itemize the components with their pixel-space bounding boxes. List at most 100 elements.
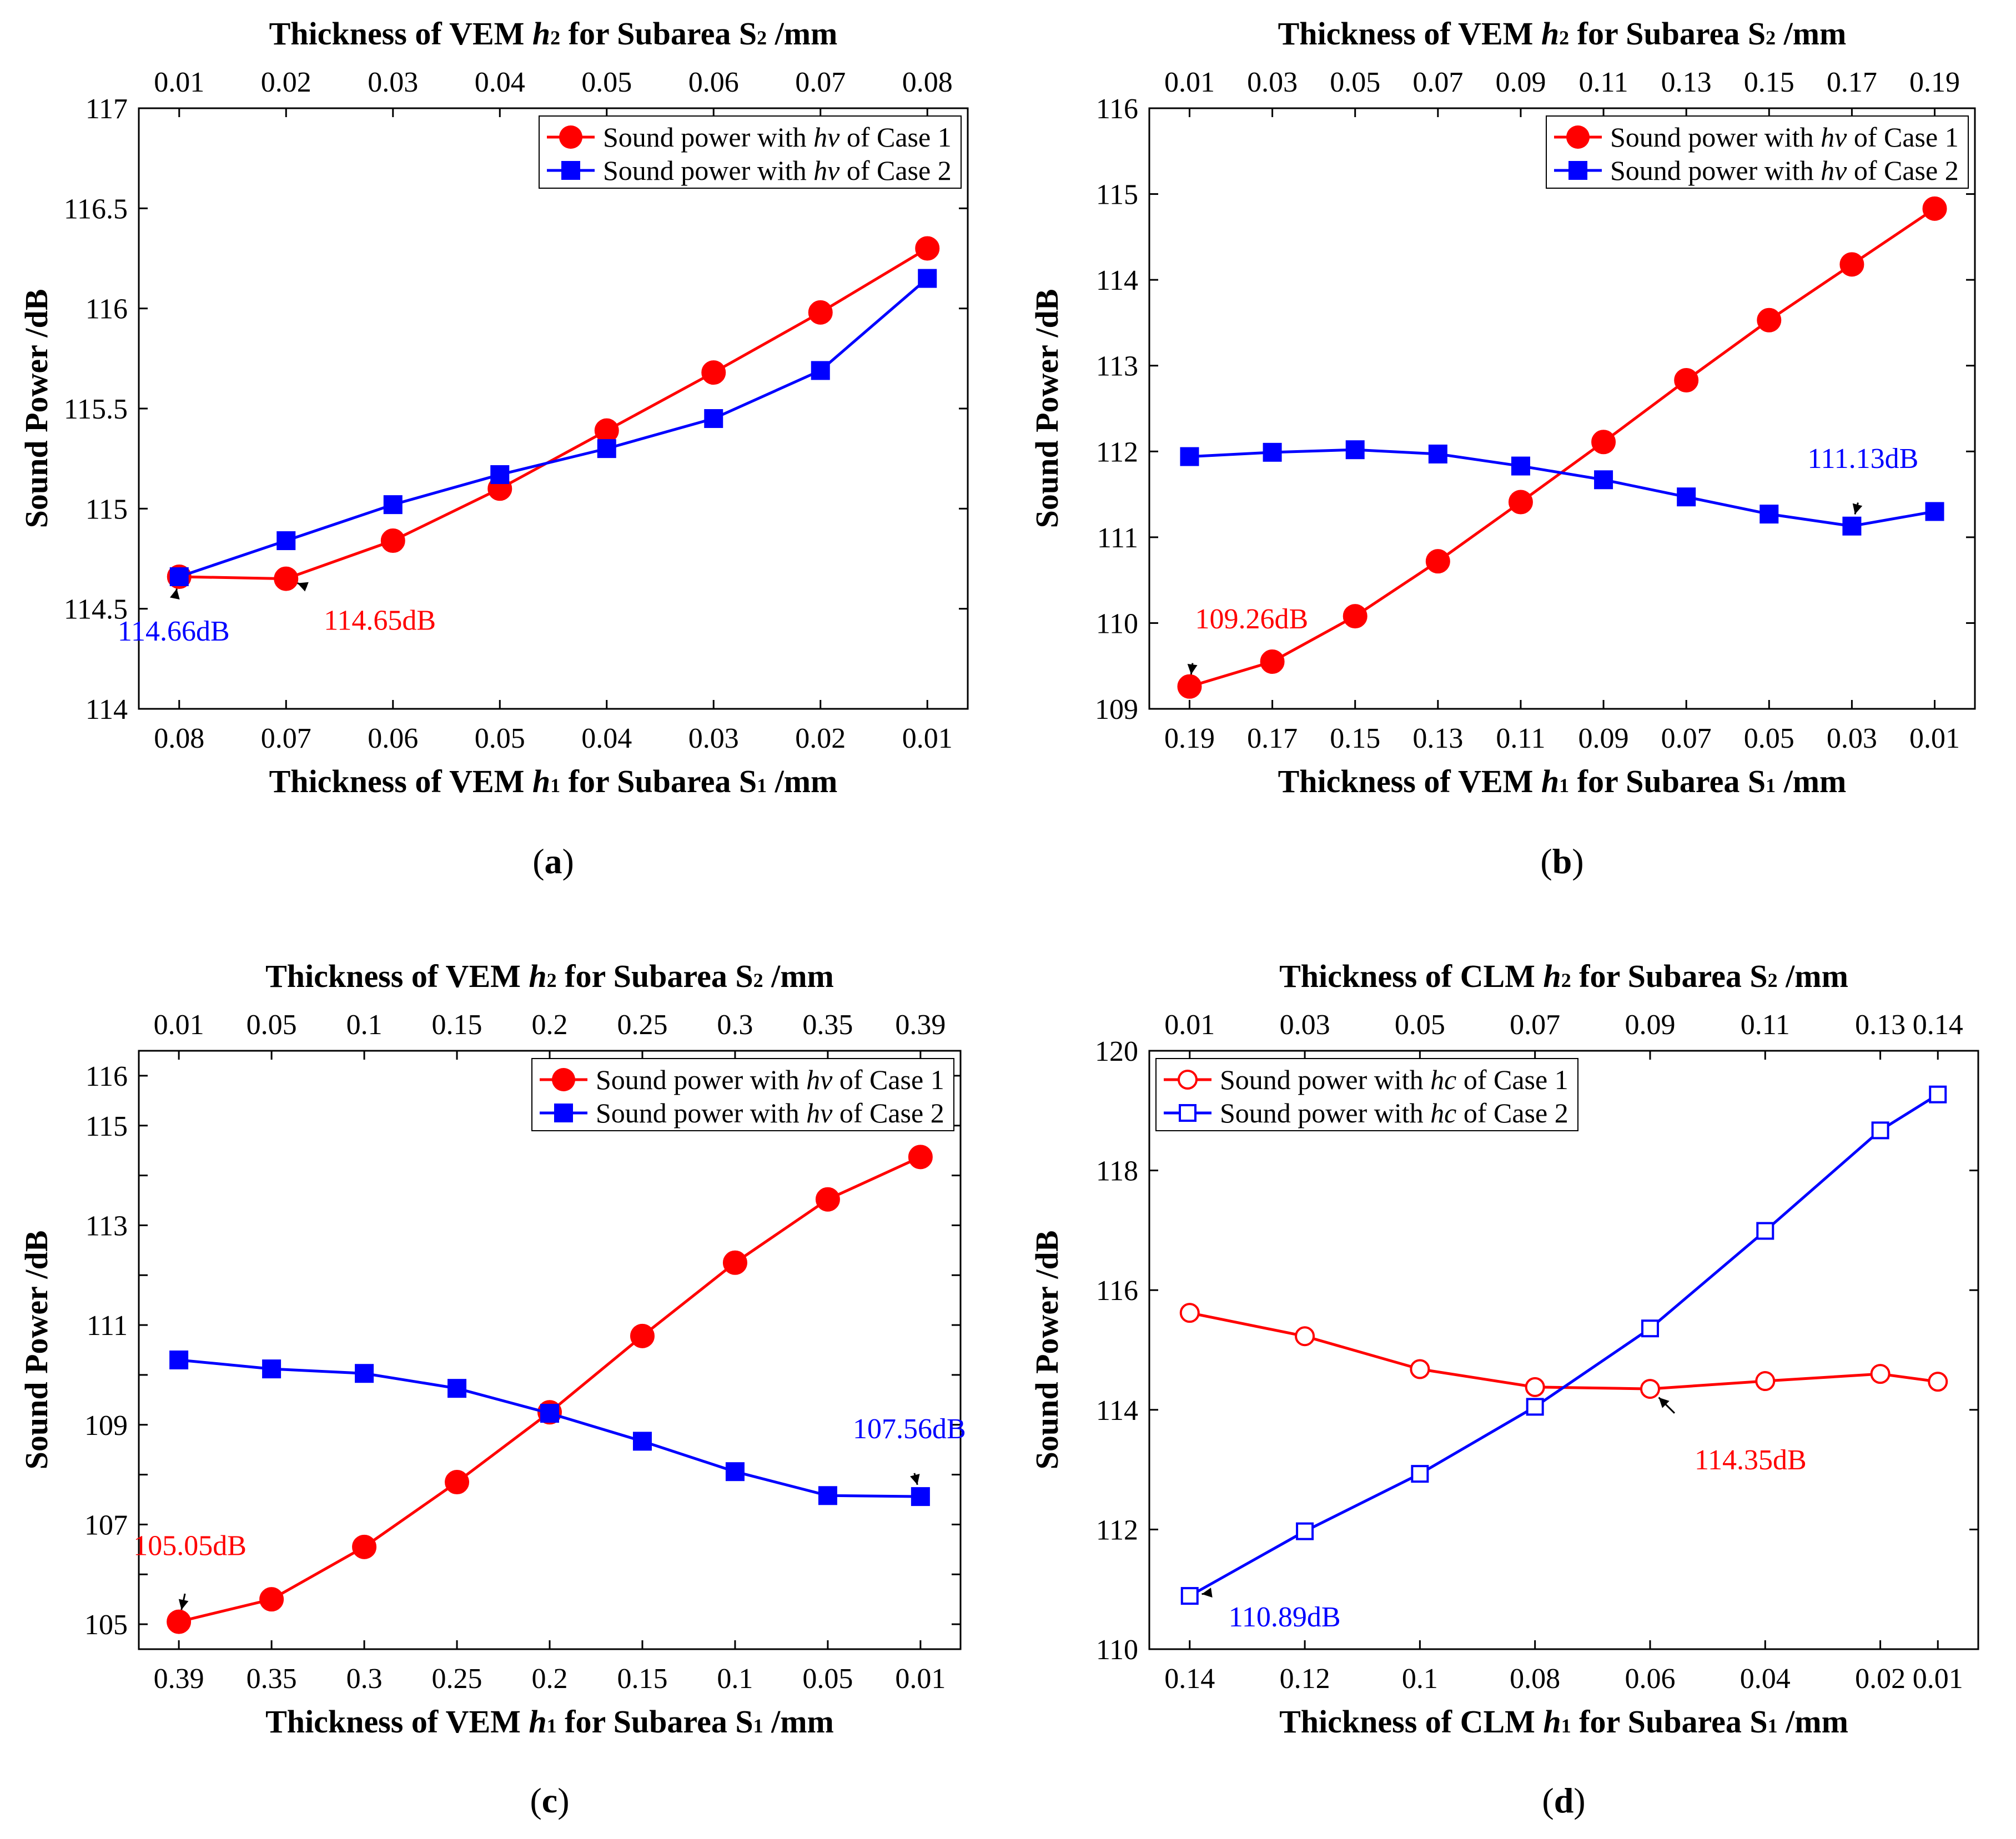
top-x-tick-label: 0.09	[1495, 67, 1546, 98]
text-span: h	[1543, 958, 1561, 994]
top-x-tick-label: 0.03	[368, 67, 418, 98]
data-point	[1929, 1085, 1947, 1104]
y-axis-title: Sound Power /dB	[1029, 289, 1065, 528]
annotation-arrow-head	[1187, 663, 1198, 674]
top-x-tick-label: 0.14	[1913, 1009, 1963, 1041]
x-tick-label: 0.02	[1855, 1663, 1906, 1695]
text-span: Thickness of VEM	[265, 1704, 529, 1740]
y-tick-label: 116	[86, 294, 128, 325]
x-tick-label: 0.25	[432, 1663, 482, 1695]
text-span: /mm	[1776, 763, 1846, 799]
annotation-label: 114.35dB	[1695, 1444, 1807, 1476]
chart-panel-d: 1101121141161181200.140.010.120.030.10.0…	[1029, 958, 1979, 1820]
annotation-label: 107.56dB	[853, 1413, 966, 1445]
top-x-tick-label: 0.01	[1164, 67, 1215, 98]
top-x-tick-label: 0.07	[1510, 1009, 1560, 1041]
legend-entry: Sound power with hv of Case 2	[1610, 155, 1959, 186]
top-x-tick-label: 0.13	[1855, 1009, 1906, 1041]
data-point	[1757, 308, 1782, 332]
panel-label-part: (	[1540, 842, 1552, 881]
legend-marker	[1179, 1104, 1196, 1122]
top-x-tick-label: 0.2	[532, 1009, 568, 1041]
panel-label: (b)	[1540, 842, 1583, 881]
data-point	[815, 1187, 840, 1212]
text-span: 1	[1561, 1715, 1571, 1737]
data-point	[811, 361, 830, 380]
annotation-arrow-head	[910, 1474, 920, 1485]
panel-label-part: )	[557, 1781, 569, 1820]
x-tick-label: 0.07	[1661, 723, 1712, 754]
series-line-2	[178, 1358, 921, 1498]
y-tick-label: 109	[1095, 694, 1138, 725]
legend-marker	[559, 125, 582, 149]
y-axis-title: Sound Power /dB	[18, 1231, 54, 1470]
text-span: Sound power with	[603, 155, 813, 186]
data-point	[594, 418, 619, 443]
y-tick-label: 118	[1096, 1156, 1138, 1187]
data-point	[1425, 549, 1450, 574]
x-tick-label: 0.06	[368, 723, 418, 754]
top-x-tick-label: 0.01	[154, 67, 204, 98]
text-span: 2	[1561, 969, 1571, 991]
data-point	[1260, 649, 1285, 674]
y-tick-label: 107	[84, 1509, 128, 1541]
data-point	[167, 1609, 192, 1634]
top-x-axis-title: Thickness of VEM h2 for Subarea S2 /mm	[265, 958, 834, 994]
data-point	[1177, 674, 1202, 699]
y-tick-label: 116	[86, 1061, 128, 1092]
top-x-tick-label: 0.17	[1827, 67, 1877, 98]
x-tick-label: 0.13	[1412, 723, 1463, 754]
data-point	[445, 1470, 470, 1495]
x-tick-label: 0.17	[1247, 723, 1298, 754]
text-span: 1	[1559, 774, 1569, 797]
panel-label-part: )	[562, 842, 574, 881]
data-point	[725, 1462, 745, 1482]
annotation-arrow-head	[178, 1599, 189, 1610]
data-point	[274, 566, 299, 591]
data-point	[380, 528, 405, 553]
top-x-tick-label: 0.3	[717, 1009, 753, 1041]
legend-box	[531, 1058, 954, 1131]
text-span: h	[529, 1704, 546, 1740]
series-line-1	[1189, 1311, 1938, 1390]
top-x-tick-label: 0.11	[1579, 67, 1628, 98]
y-tick-label: 111	[87, 1310, 128, 1342]
annotation-arrow-head	[1658, 1397, 1670, 1408]
top-x-axis-title: Thickness of VEM h2 for Subarea S2 /mm	[269, 16, 838, 52]
text-span: /mm	[1776, 16, 1846, 52]
data-point	[1345, 440, 1365, 460]
legend-marker	[1568, 161, 1587, 180]
data-point	[169, 1350, 189, 1369]
plot-frame	[1148, 107, 1976, 710]
data-point	[630, 1323, 655, 1348]
top-x-tick-label: 0.13	[1661, 67, 1712, 98]
text-span: of Case 1	[1456, 1064, 1568, 1095]
text-span: S	[1749, 1704, 1767, 1740]
y-tick-label: 109	[84, 1410, 128, 1442]
text-span: for Subarea	[560, 16, 739, 52]
data-point	[918, 269, 937, 288]
text-span: h	[1541, 763, 1559, 799]
text-span: Thickness of VEM	[269, 16, 532, 52]
top-x-tick-label: 0.35	[802, 1009, 853, 1041]
series-line-1	[178, 1156, 921, 1624]
data-point	[383, 495, 403, 515]
text-span: Sound power with	[1610, 122, 1821, 153]
legend-entry: Sound power with hv of Case 1	[596, 1064, 944, 1095]
text-span: of Case 1	[832, 1064, 944, 1095]
text-span: 2	[757, 27, 767, 49]
y-tick-label: 115	[86, 1111, 128, 1142]
top-x-tick-label: 0.08	[902, 67, 953, 98]
data-point	[1180, 1587, 1199, 1605]
y-tick-label: 115	[1096, 179, 1138, 211]
data-point	[597, 439, 616, 459]
panel-label: (a)	[532, 842, 574, 881]
data-point	[1871, 1121, 1889, 1140]
legend-entry: Sound power with hv of Case 1	[603, 122, 952, 153]
text-span: Thickness of VEM	[1278, 16, 1541, 52]
x-tick-label: 0.05	[475, 723, 525, 754]
legend-entry: Sound power with hc of Case 2	[1220, 1097, 1568, 1128]
text-span: Sound power with	[596, 1064, 806, 1095]
annotation-label: 114.65dB	[324, 605, 436, 637]
